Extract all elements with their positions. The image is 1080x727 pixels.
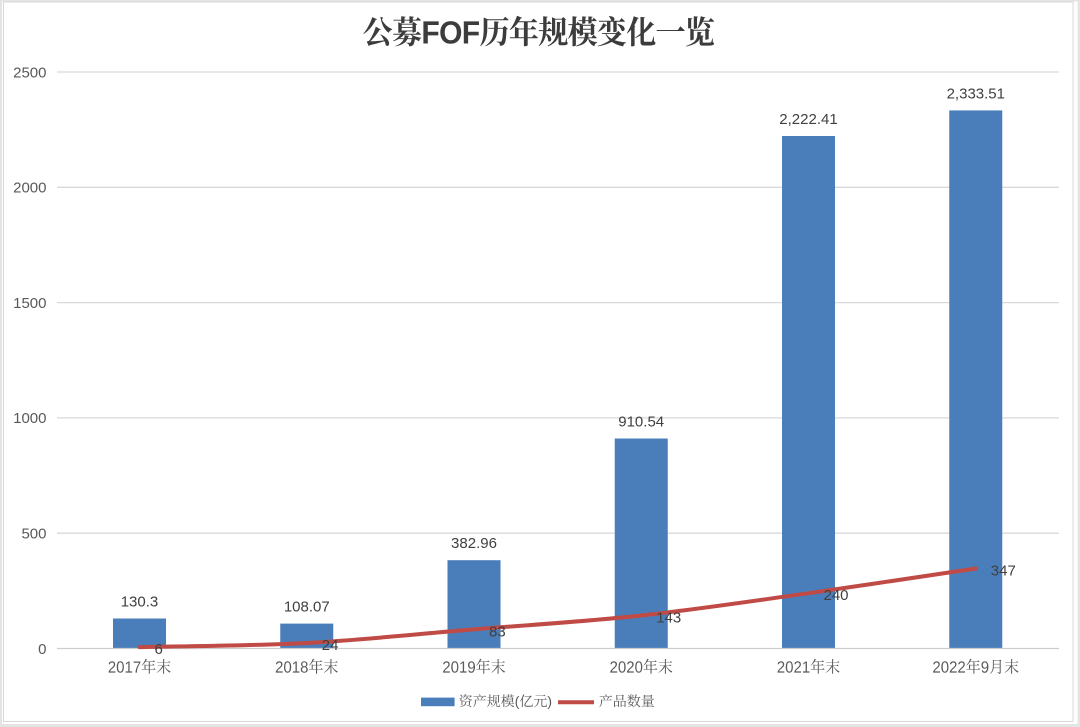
svg-text:1500: 1500 xyxy=(13,295,46,312)
svg-text:143: 143 xyxy=(656,610,681,627)
svg-text:2500: 2500 xyxy=(13,64,46,81)
svg-text:2,222.41: 2,222.41 xyxy=(779,111,837,128)
svg-text:500: 500 xyxy=(21,526,46,543)
svg-text:910.54: 910.54 xyxy=(618,414,664,431)
svg-text:83: 83 xyxy=(489,623,506,640)
svg-text:240: 240 xyxy=(824,587,849,604)
svg-text:2000: 2000 xyxy=(13,180,46,197)
svg-text:1000: 1000 xyxy=(13,410,46,427)
svg-text:6: 6 xyxy=(155,641,163,658)
svg-text:130.3: 130.3 xyxy=(121,594,159,611)
svg-text:2,333.51: 2,333.51 xyxy=(947,85,1005,102)
svg-text:0: 0 xyxy=(38,641,46,658)
svg-text:347: 347 xyxy=(991,563,1016,580)
svg-text:108.07: 108.07 xyxy=(284,599,330,616)
svg-text:24: 24 xyxy=(322,637,339,654)
svg-text:382.96: 382.96 xyxy=(451,535,497,552)
